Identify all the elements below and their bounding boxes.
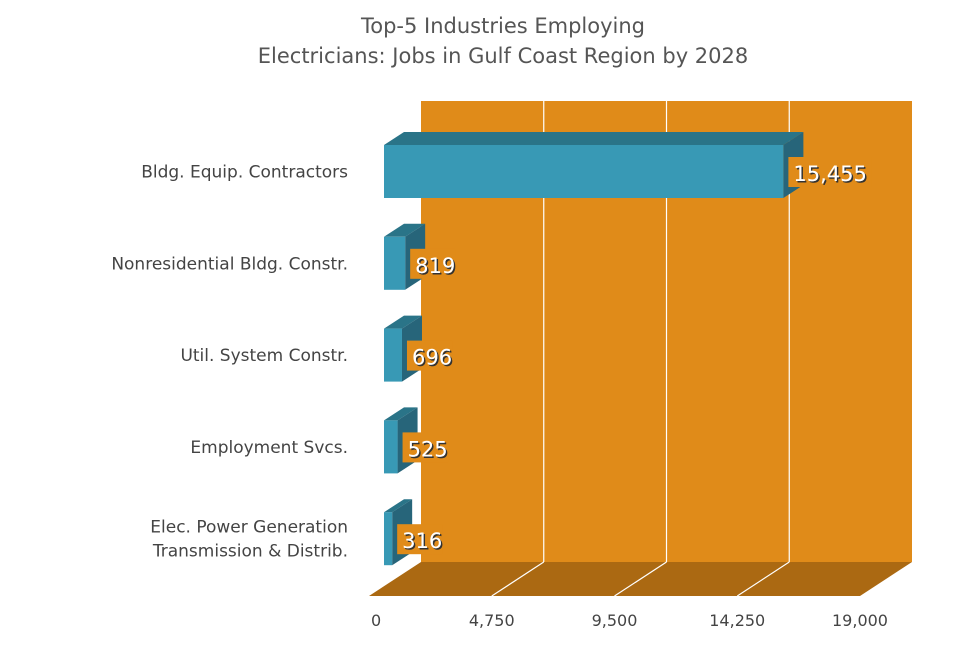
data-label: 696 [412,346,452,370]
bar-group: 316 [384,499,443,566]
bar-group: 819 [384,223,456,290]
x-tick-label: 4,750 [469,611,515,630]
x-tick-label: 0 [371,611,381,630]
floor-gridline [491,561,545,597]
data-label-background [397,524,443,555]
bar-top [384,499,413,513]
data-label: 15,455 [793,162,866,186]
category-label: Elec. Power Generation [150,518,348,538]
data-label: 819 [415,254,455,278]
category-label: Transmission & Distrib. [152,542,348,562]
bar-group: 15,455 [384,132,872,198]
bar [384,512,393,566]
bar-group: 525 [384,407,449,474]
bar [384,328,402,382]
bar-group: 696 [384,315,453,382]
floor-gridline [614,561,667,597]
x-tick-label: 9,500 [592,611,638,630]
floor-gridline [736,561,790,597]
bar-top [384,315,422,329]
chart-title-line: Top-5 Industries Employing [360,14,645,38]
category-label: Util. System Constr. [180,346,348,366]
data-label-background [788,157,872,187]
bar-top [384,407,418,421]
bar-top [384,132,804,145]
bar [384,145,784,198]
category-label: Nonresidential Bldg. Constr. [111,254,348,274]
bar [384,420,398,474]
data-label: 525 [408,437,448,461]
bar-top [384,223,426,237]
x-tick-label: 14,250 [709,611,765,630]
bar [384,236,406,290]
data-label-background [402,432,449,463]
data-label-background [410,248,456,279]
x-tick-label: 19,000 [832,611,888,630]
category-label: Bldg. Equip. Contractors [141,163,348,183]
data-label: 316 [402,529,442,553]
chart-title-line: Electricians: Jobs in Gulf Coast Region … [258,44,749,68]
category-label: Employment Svcs. [190,438,348,458]
data-label-background [406,340,453,371]
